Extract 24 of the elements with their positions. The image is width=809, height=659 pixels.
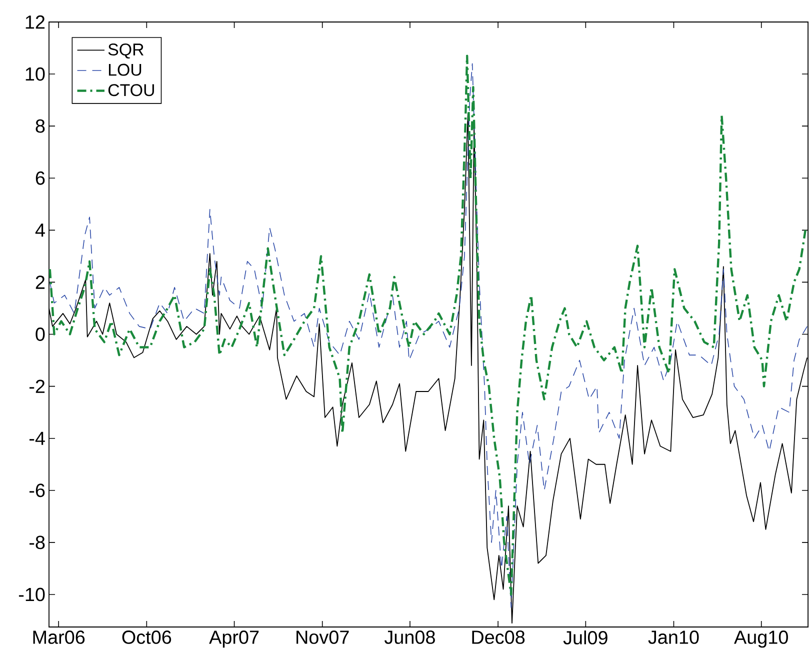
y-tick-label: 2 — [36, 276, 45, 289]
y-tick-label: 12 — [26, 15, 45, 29]
y-tick-label: 8 — [36, 119, 45, 133]
x-tick-label: Nov07 — [296, 630, 349, 644]
y-tick-label: 4 — [35, 224, 45, 237]
x-tick-label: Oct06 — [122, 630, 172, 644]
x-tick-label: Apr07 — [209, 630, 259, 648]
legend-label: CTOU — [108, 84, 154, 96]
y-tick-label: -10 — [18, 588, 45, 602]
y-tick-label: -4 — [29, 432, 45, 445]
x-tick-label: Jul09 — [563, 630, 608, 644]
x-tick-label: Jan10 — [648, 630, 699, 644]
y-tick-label: -2 — [29, 380, 45, 393]
x-tick-label: Dec08 — [472, 630, 525, 644]
y-tick-label: -8 — [29, 536, 45, 550]
x-tick-label: Mar06 — [33, 630, 85, 644]
x-tick-label: Jun08 — [384, 630, 435, 644]
legend-label: LOU — [108, 64, 142, 76]
y-tick-label: 0 — [36, 328, 45, 341]
y-tick-label: 10 — [26, 67, 45, 81]
y-tick-label: 6 — [36, 171, 45, 185]
x-tick-label: Aug10 — [734, 630, 788, 648]
legend-label: SQR — [108, 44, 144, 59]
y-tick-label: -6 — [29, 484, 45, 498]
